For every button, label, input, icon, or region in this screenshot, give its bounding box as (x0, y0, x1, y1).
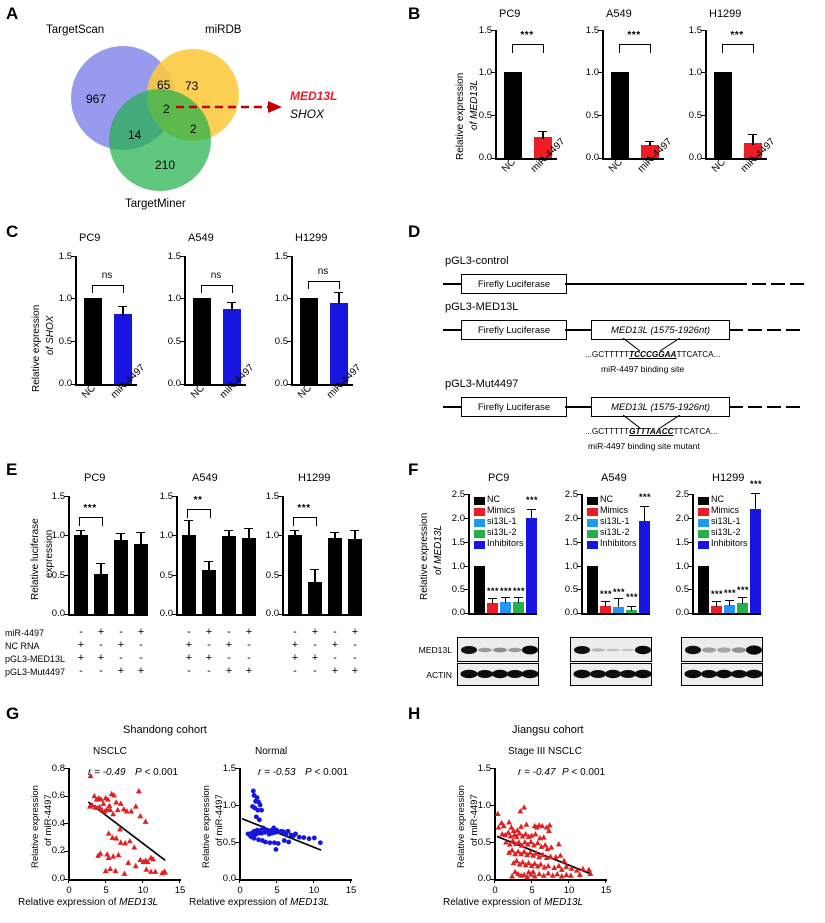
panel-g1-points (86, 772, 169, 876)
panel-g2-xlabel: Relative expression of MED13L (189, 897, 330, 908)
panel-f-chart3-title: H1299 (712, 472, 745, 484)
panel-g-chart1-title: NSCLC (93, 746, 127, 757)
venn-count-all-three: 2 (163, 102, 170, 116)
panel-g-cohort-title: Shandong cohort (123, 724, 207, 736)
construct-3-luciferase-box: Firefly Luciferase (461, 397, 567, 417)
construct-3-med13l-box: MED13L (1575-1926nt) (591, 397, 730, 417)
construct-1-luciferase-box: Firefly Luciferase (461, 274, 567, 294)
venn-count-mirdb-only: 73 (185, 79, 199, 93)
panel-letter-h: H (408, 704, 421, 723)
panel-g1-xlabel: Relative expression of MED13L (18, 897, 159, 908)
blot-med13l-pc9 (457, 637, 539, 662)
construct-2-name: pGL3-MED13L (445, 301, 519, 313)
panel-e-chart2-title: A549 (192, 472, 218, 484)
panel-b-chart1-title: PC9 (499, 8, 521, 20)
legend-swatch-nc (474, 497, 485, 505)
venn-count-targetminer-only: 210 (155, 158, 176, 172)
panel-g1-ylabel-line1: Relative expression (30, 785, 41, 868)
blot-label-actin: ACTIN (426, 670, 452, 680)
construct-3-sequence: ...GCTTTTTGTTTAACCTTCATCA... (585, 427, 718, 436)
panel-e-ylabel-line1: Relative luciferase (30, 518, 41, 600)
venn-count-ts-tm: 14 (128, 128, 142, 142)
panel-c-chart1-title: PC9 (79, 232, 101, 244)
panel-h-xlabel: Relative expression of MED13L (443, 897, 584, 908)
venn-diagram (71, 46, 239, 191)
construct-2-luciferase-box: Firefly Luciferase (461, 320, 567, 340)
venn-label-targetscan: TargetScan (46, 24, 105, 36)
blot-med13l-h1299 (681, 637, 763, 662)
panel-g-chart2-title: Normal (255, 746, 288, 757)
venn-arrow-icon (176, 101, 282, 113)
legend-swatch-si13l-2 (474, 530, 485, 538)
panel-h-ylabel-line1: Relative expression (456, 785, 467, 868)
panel-b-chart2-title: A549 (606, 8, 632, 20)
venn-label-mirdb: miRDB (205, 24, 242, 36)
bar-nc (504, 72, 522, 158)
venn-label-targetminer: TargetMiner (125, 198, 186, 210)
panel-g2-points (241, 788, 323, 852)
panel-e-chart3-title: H1299 (298, 472, 331, 484)
construct-2-binding-site-label: miR-4497 binding site (601, 364, 685, 374)
panel-letter-c: C (6, 222, 19, 241)
panel-h-cohort-title: Jiangsu cohort (512, 724, 584, 736)
panel-f-chart2-title: A549 (601, 472, 627, 484)
panel-e-chart1-title: PC9 (84, 472, 106, 484)
construct-3-callout-lines (622, 415, 681, 429)
blot-label-med13l: MED13L (418, 645, 452, 655)
blot-actin-a549 (570, 663, 652, 686)
panel-h-chart-title: Stage III NSCLC (508, 746, 582, 757)
legend-swatch-si13l-1 (474, 519, 485, 527)
construct-2-sequence: ...GCTTTTTTCCCGGAATTCATCA... (585, 350, 721, 359)
panel-c-ylabel-line1: Relative expression (31, 304, 42, 392)
panel-b-chart3-title: H1299 (709, 8, 742, 20)
construct-2-med13l-box: MED13L (1575-1926nt) (591, 320, 730, 340)
legend-swatch-inhibitors (474, 541, 485, 549)
venn-gene-shox: SHOX (290, 107, 325, 121)
venn-count-mirdb-tm: 2 (190, 122, 197, 136)
panel-letter-b: B (408, 4, 421, 23)
panel-h-points (494, 804, 594, 880)
legend-swatch-mimics (474, 508, 485, 516)
panel-f-chart1-title: PC9 (488, 472, 510, 484)
panel-letter-f: F (408, 460, 419, 479)
construct-2-callout-lines (622, 338, 681, 352)
venn-gene-med13l: MED13L (290, 89, 338, 103)
panel-letter-d: D (408, 222, 421, 241)
panel-b-ylabel-line1: Relative expression (455, 72, 466, 160)
panel-letter-g: G (6, 704, 20, 723)
construct-1-name: pGL3-control (445, 255, 509, 267)
blot-actin-pc9 (457, 663, 539, 686)
blot-actin-h1299 (681, 663, 763, 686)
venn-count-ts-mirdb: 65 (157, 78, 171, 92)
panel-g2-ylabel-line1: Relative expression (201, 785, 212, 868)
venn-count-targetscan-only: 967 (86, 92, 107, 106)
panel-c-chart2-title: A549 (188, 232, 214, 244)
panel-letter-a: A (6, 4, 19, 23)
panel-b-ylabel-line2: of MED13L (469, 79, 480, 130)
bar-mir4497 (534, 137, 552, 158)
panel-c-chart3-title: H1299 (295, 232, 328, 244)
construct-3-binding-site-label: miR-4497 binding site mutant (588, 441, 700, 451)
panel-letter-e: E (6, 460, 18, 479)
blot-med13l-a549 (570, 637, 652, 662)
construct-3-name: pGL3-Mut4497 (445, 378, 519, 390)
panel-f-ylabel-line1: Relative expression (419, 512, 430, 600)
